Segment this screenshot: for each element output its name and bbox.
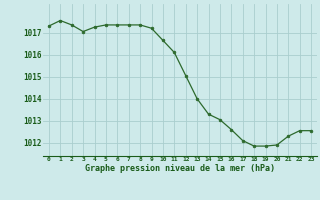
X-axis label: Graphe pression niveau de la mer (hPa): Graphe pression niveau de la mer (hPa) xyxy=(85,164,275,173)
